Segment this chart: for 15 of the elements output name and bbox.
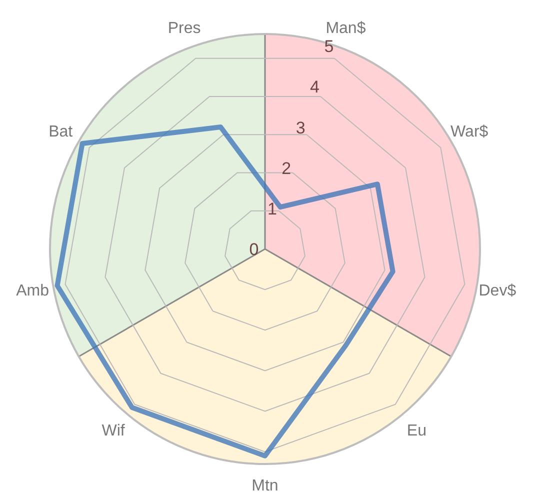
spoke-label: Eu <box>406 422 426 440</box>
spoke-label: Wif <box>102 422 126 440</box>
y-tick-label: 2 <box>282 158 292 178</box>
y-tick-label: 5 <box>324 37 334 56</box>
spoke-label: War$ <box>450 124 488 141</box>
y-tick-label: 4 <box>310 78 320 97</box>
y-tick-label: 1 <box>267 199 277 218</box>
spoke-label: Dev$ <box>478 282 516 300</box>
spoke-label: Mtn <box>252 478 278 494</box>
y-tick-label: 0 <box>249 240 259 259</box>
spoke-label: Pres <box>168 20 201 37</box>
spoke-label: Bat <box>48 124 74 141</box>
spoke-label: Man$ <box>326 20 366 37</box>
y-tick-label: 3 <box>296 118 306 138</box>
spoke-label: Amb <box>16 282 50 300</box>
